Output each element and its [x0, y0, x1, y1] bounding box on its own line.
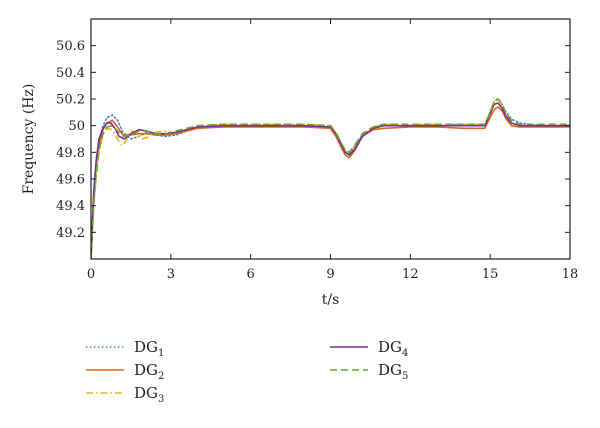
- legend-label: DG4: [378, 338, 408, 359]
- legend-item-dg4: DG4: [330, 338, 408, 359]
- x-tick-label: 18: [562, 267, 579, 282]
- y-tick-label: 49.2: [56, 226, 85, 241]
- series-line-dg2: [91, 106, 570, 259]
- legend-item-dg1: DG1: [86, 338, 164, 359]
- y-tick-label: 50: [68, 119, 85, 134]
- y-axis-label: Frequency (Hz): [21, 84, 37, 195]
- legend-label: DG1: [134, 338, 164, 359]
- series-line-dg3: [91, 96, 570, 259]
- legend-label: DG5: [378, 361, 408, 382]
- legend-item-dg2: DG2: [86, 361, 164, 382]
- x-axis-label: t/s: [322, 292, 340, 308]
- y-tick-label: 49.8: [56, 146, 85, 161]
- series-line-dg1: [91, 98, 570, 259]
- y-tick-label: 50.4: [56, 66, 85, 81]
- x-tick-label: 6: [247, 267, 255, 282]
- series-line-dg5: [91, 98, 570, 259]
- y-tick-label: 50.6: [56, 39, 85, 54]
- y-tick-label: 49.6: [56, 173, 85, 188]
- y-tick-label: 49.4: [56, 199, 85, 214]
- legend-label: DG2: [134, 361, 164, 382]
- plot-frame: [90, 18, 571, 260]
- plot-series: [91, 96, 570, 259]
- legend-item-dg5: DG5: [330, 361, 408, 382]
- axis-ticks: 0 3 6 9 12 15 18 49.2 49.4 49.6 49.8 50 50.2 50.4 50.6: [56, 19, 578, 282]
- x-tick-label: 3: [167, 267, 175, 282]
- x-tick-label: 15: [482, 267, 499, 282]
- legend-item-dg3: DG3: [86, 384, 164, 405]
- series-line-dg4: [91, 102, 570, 259]
- x-tick-label: 9: [326, 267, 334, 282]
- legend-label: DG3: [134, 384, 164, 405]
- y-tick-label: 50.2: [56, 93, 85, 108]
- x-tick-label: 12: [402, 267, 419, 282]
- x-tick-label: 0: [87, 267, 95, 282]
